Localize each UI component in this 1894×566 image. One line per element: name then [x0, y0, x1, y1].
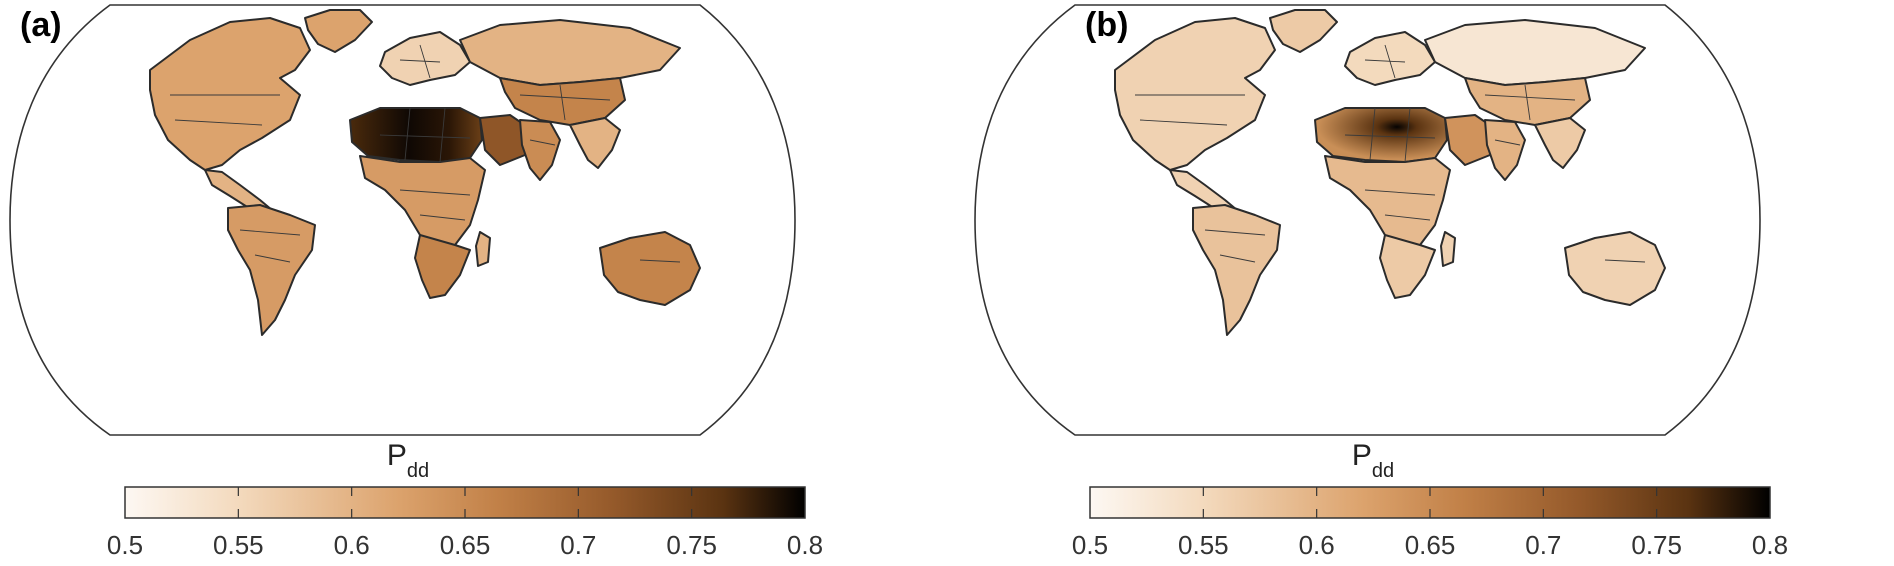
- colorbar: Pdd 0.5 0.55 0.6 0.65 0.7 0.75 0.8: [1072, 439, 1788, 560]
- landmass-southeast-asia: [569, 117, 621, 169]
- colorbar-tick-label: 0.65: [440, 530, 491, 560]
- landmass-greenland: [304, 9, 373, 53]
- landmass-europe: [1344, 31, 1436, 86]
- country-border: [254, 254, 291, 263]
- panel-b: (b) Pdd 0.5 0.55 0.6 0.65 0.7 0.75 0.8: [974, 4, 1788, 560]
- landmass-australia: [1564, 231, 1666, 306]
- country-border: [419, 44, 431, 79]
- country-border: [399, 59, 441, 63]
- country-border: [399, 189, 471, 196]
- colorbar-tick-label: 0.7: [560, 530, 596, 560]
- landmass-australia: [599, 231, 701, 306]
- landmass-russia: [459, 19, 681, 86]
- panel-label: (b): [1085, 6, 1128, 44]
- landmass-greenland: [1269, 9, 1338, 53]
- landmass-europe: [379, 31, 471, 86]
- country-border: [1364, 59, 1406, 63]
- landmass-southeast-asia: [1534, 117, 1586, 169]
- country-border: [1139, 119, 1228, 126]
- colorbar-title: Pdd: [1352, 439, 1394, 482]
- colorbar-tick-label: 0.55: [213, 530, 264, 560]
- colorbar: Pdd 0.5 0.55 0.6 0.65 0.7 0.75 0.8: [107, 439, 823, 560]
- colorbar-tick-label: 0.6: [1299, 530, 1335, 560]
- colorbar-ticks: 0.5 0.55 0.6 0.65 0.7 0.75 0.8: [107, 487, 823, 560]
- colorbar-tick-label: 0.75: [1631, 530, 1682, 560]
- country-border: [404, 107, 411, 161]
- colorbar-ticks: 0.5 0.55 0.6 0.65 0.7 0.75 0.8: [1072, 487, 1788, 560]
- country-border: [1344, 134, 1436, 139]
- country-border: [639, 259, 681, 263]
- country-border: [1204, 229, 1266, 236]
- country-border: [174, 119, 263, 126]
- colorbar-tick-label: 0.8: [1752, 530, 1788, 560]
- colorbar-tick-label: 0.5: [107, 530, 143, 560]
- landmass-madagascar: [1440, 231, 1456, 267]
- colorbar-title: Pdd: [387, 439, 429, 482]
- landmass-central-africa: [359, 155, 486, 251]
- landmass-central-africa: [1324, 155, 1451, 251]
- country-border: [439, 107, 446, 163]
- landmass-north-america: [1114, 17, 1276, 171]
- country-border: [1364, 189, 1436, 196]
- country-border: [1404, 107, 1411, 163]
- land-layer: [149, 9, 701, 336]
- landmass-india: [519, 119, 561, 181]
- country-border: [1384, 214, 1431, 221]
- landmass-south-america: [1192, 204, 1281, 336]
- colorbar-tick-label: 0.75: [666, 530, 717, 560]
- country-border: [519, 94, 611, 101]
- landmass-sahara: [349, 107, 483, 163]
- colorbar-tick-label: 0.65: [1405, 530, 1456, 560]
- landmass-north-america: [149, 17, 311, 171]
- landmass-india: [1484, 119, 1526, 181]
- panel-label: (a): [20, 6, 62, 44]
- country-border: [559, 84, 566, 121]
- colorbar-tick-label: 0.8: [787, 530, 823, 560]
- country-border: [1604, 259, 1646, 263]
- land-layer: [1114, 9, 1666, 336]
- country-border: [1494, 139, 1521, 146]
- landmass-russia: [1424, 19, 1646, 86]
- country-border: [419, 214, 466, 221]
- landmass-south-america: [227, 204, 316, 336]
- landmass-madagascar: [475, 231, 491, 267]
- colorbar-tick-label: 0.7: [1525, 530, 1561, 560]
- landmass-sahara: [1314, 107, 1448, 163]
- country-border: [529, 139, 556, 146]
- landmass-southern-africa: [1379, 234, 1436, 299]
- country-border: [1219, 254, 1256, 263]
- country-border: [1524, 84, 1531, 121]
- country-border: [1484, 94, 1576, 101]
- country-border: [1369, 107, 1376, 161]
- country-border: [239, 229, 301, 236]
- panel-a: (a) Pdd 0.5 0.55 0.6 0.65 0.7 0.75 0.8: [9, 4, 823, 560]
- colorbar-tick-label: 0.55: [1178, 530, 1229, 560]
- country-border: [379, 134, 471, 139]
- country-border: [1384, 44, 1396, 79]
- colorbar-tick-label: 0.5: [1072, 530, 1108, 560]
- colorbar-tick-label: 0.6: [334, 530, 370, 560]
- landmass-southern-africa: [414, 234, 471, 299]
